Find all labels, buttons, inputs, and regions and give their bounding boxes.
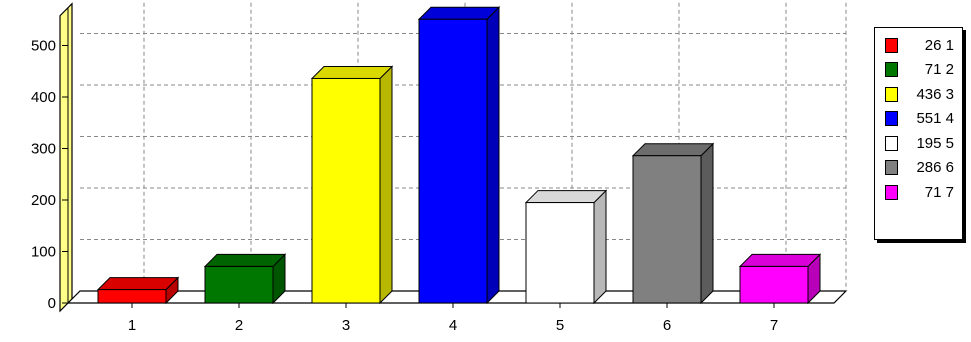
legend-swatch [885, 111, 898, 127]
x-tick-label: 2 [235, 317, 243, 334]
bar-3 [310, 65, 394, 305]
bar-front [97, 289, 167, 304]
bar-4 [417, 6, 501, 305]
legend-swatch [885, 160, 898, 176]
y-tick-label: 0 [48, 295, 56, 312]
legend-swatch [885, 62, 898, 78]
legend-label: 551 4 [916, 110, 954, 128]
x-axis-ticks: 1 2 3 4 5 6 7 [68, 302, 834, 334]
left-wall [59, 2, 73, 313]
y-tick-label: 100 [31, 244, 56, 261]
bar-7 [738, 253, 822, 305]
x-tick-label: 1 [128, 317, 136, 334]
legend-item: 195 5 [885, 131, 962, 156]
bar-top [631, 143, 715, 157]
bar-front [204, 265, 274, 304]
y-tick-label: 500 [31, 38, 56, 55]
bar-top [203, 253, 287, 267]
legend-item: 71 2 [885, 58, 962, 83]
y-axis-ticks: 0 100 200 300 400 500 [31, 7, 69, 312]
x-tick-label: 5 [556, 317, 564, 334]
bar-side [700, 142, 714, 305]
legend: 26 1 71 2 436 3 551 4 195 5 286 6 71 7 [874, 27, 963, 240]
bar-side [593, 189, 607, 305]
y-tick-label: 200 [31, 192, 56, 209]
legend-label: 286 6 [916, 159, 954, 177]
bar-1 [96, 276, 180, 305]
bar-front [739, 265, 809, 304]
x-tick-label: 6 [663, 317, 671, 334]
legend-swatch [885, 184, 898, 200]
legend-label: 71 7 [924, 183, 954, 201]
bar-top [738, 253, 822, 267]
bar-top [96, 277, 180, 291]
bar-front [311, 77, 381, 304]
bar-top [524, 190, 608, 204]
legend-item: 286 6 [885, 156, 962, 181]
legend-item: 436 3 [885, 82, 962, 107]
bar-2 [203, 253, 287, 305]
bar-side [486, 6, 500, 305]
y-tick-label: 400 [31, 89, 56, 106]
legend-swatch [885, 86, 898, 102]
legend-swatch [885, 135, 898, 151]
legend-label: 195 5 [916, 134, 954, 152]
bar-front [525, 202, 595, 304]
bar-front [632, 155, 702, 304]
bar-5 [524, 189, 608, 305]
legend-label: 436 3 [916, 85, 954, 103]
bars [96, 6, 822, 305]
bar-6 [631, 142, 715, 305]
x-tick-label: 4 [449, 317, 457, 334]
legend-item: 71 7 [885, 180, 962, 205]
bar-front [418, 18, 488, 304]
x-tick-label: 3 [342, 317, 350, 334]
bar-top [417, 6, 501, 20]
legend-swatch [885, 37, 898, 53]
legend-item: 551 4 [885, 107, 962, 132]
x-tick-label: 7 [770, 317, 778, 334]
bar-top [310, 65, 394, 79]
legend-label: 26 1 [924, 36, 954, 54]
legend-item: 26 1 [885, 33, 962, 58]
y-tick-label: 300 [31, 141, 56, 158]
bar-side [379, 65, 393, 305]
legend-label: 71 2 [924, 61, 954, 79]
